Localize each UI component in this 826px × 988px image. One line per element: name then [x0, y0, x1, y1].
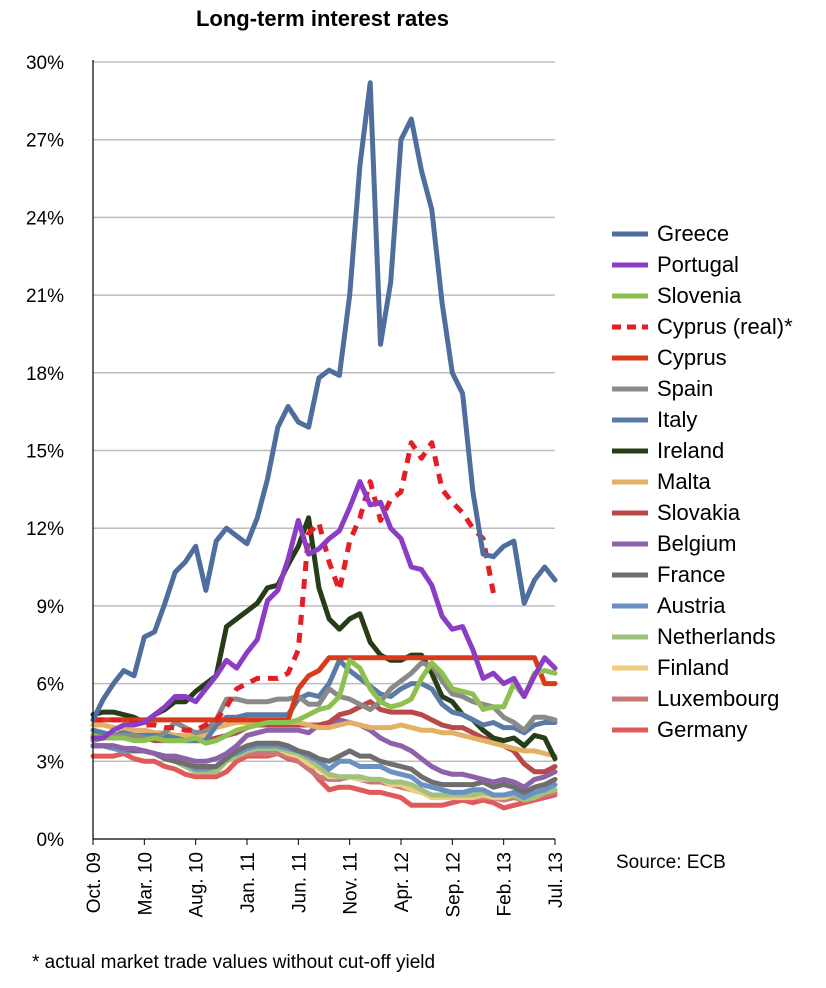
legend-label: Luxembourg: [657, 686, 780, 711]
legend-item: Austria: [610, 591, 820, 622]
y-axis-tick-labels: 0% 3% 6% 9% 12% 15% 18% 21% 24% 27% 30%: [26, 53, 64, 851]
legend-swatch: [612, 386, 648, 392]
series-line-france: [90, 740, 558, 795]
legend-label: Slovenia: [657, 283, 742, 308]
y-tick-label: 27%: [26, 131, 64, 152]
legend-item: Finland: [610, 653, 820, 684]
legend-swatch: [612, 479, 648, 485]
legend-label: Netherlands: [657, 624, 776, 649]
y-tick-label: 15%: [26, 442, 64, 463]
footnote: * actual market trade values without cut…: [32, 952, 436, 973]
y-tick-label: 18%: [26, 364, 64, 385]
legend-item: Slovakia: [610, 498, 820, 529]
legend-item: Netherlands: [610, 622, 820, 653]
legend-item: Greece: [610, 219, 820, 250]
y-tick-label: 30%: [26, 53, 64, 74]
legend-swatch: [612, 231, 648, 237]
legend-item: Ireland: [610, 436, 820, 467]
x-tick-label: Sep. 12: [443, 852, 464, 918]
legend-swatch: [612, 324, 648, 330]
series-line-portugal: [90, 479, 558, 741]
legend-item: Spain: [610, 374, 820, 405]
legend-label: Cyprus: [657, 345, 727, 370]
legend-item: France: [610, 560, 820, 591]
source-note: Source: ECB: [616, 852, 726, 873]
y-tick-label: 0%: [37, 830, 65, 851]
legend-item: Italy: [610, 405, 820, 436]
legend-item: Portugal: [610, 250, 820, 281]
legend-swatch: [612, 541, 648, 547]
y-tick-label: 12%: [26, 519, 64, 540]
legend-swatch: [612, 417, 648, 423]
legend-label: Slovakia: [657, 500, 741, 525]
legend-item: Slovenia: [610, 281, 820, 312]
x-tick-label: Oct. 09: [84, 852, 105, 913]
legend-item: Cyprus (real)*: [610, 312, 820, 343]
legend-label: Finland: [657, 655, 730, 680]
legend-swatch: [612, 634, 648, 640]
legend-swatch: [612, 262, 648, 268]
legend-label: Germany: [657, 717, 748, 742]
y-tick-label: 3%: [37, 752, 65, 773]
legend-item: Luxembourg: [610, 684, 820, 715]
legend-label: Ireland: [657, 438, 725, 463]
chart-title: Long-term interest rates: [195, 6, 450, 31]
x-axis-tick-labels: Oct. 09 Mar. 10 Aug. 10 Jan. 11 Jun. 11 Nov. …: [84, 852, 567, 918]
legend-item: Germany: [610, 715, 820, 746]
y-tick-label: 9%: [37, 597, 65, 618]
legend-label: France: [657, 562, 726, 587]
legend-label: Cyprus (real)*: [657, 314, 793, 339]
x-tick-label: Jun. 11: [289, 852, 310, 913]
legend-label: Spain: [657, 376, 714, 401]
legend-swatch: [612, 727, 648, 733]
x-tick-label: Nov. 11: [341, 852, 362, 915]
y-tick-label: 6%: [37, 675, 65, 696]
legend-item: Belgium: [610, 529, 820, 560]
legend-swatch: [612, 510, 648, 516]
legend: Greece Portugal Slovenia Cyprus (real)* Cypr…: [610, 219, 820, 746]
series-line-greece: [90, 80, 558, 723]
legend-swatch: [612, 572, 648, 578]
legend-label: Italy: [657, 407, 698, 432]
legend-label: Austria: [657, 593, 726, 618]
series-line-germany: [90, 751, 558, 811]
legend-label: Malta: [657, 469, 711, 494]
x-tick-label: Apr. 12: [392, 852, 413, 912]
x-tick-label: Jul. 13: [546, 852, 567, 908]
legend-swatch: [612, 665, 648, 671]
y-tick-label: 21%: [26, 286, 64, 307]
axes: [92, 60, 556, 845]
legend-swatch: [612, 355, 648, 361]
legend-label: Belgium: [657, 531, 737, 556]
legend-swatch: [612, 696, 648, 702]
legend-swatch: [612, 448, 648, 454]
legend-swatch: [612, 603, 648, 609]
legend-label: Portugal: [657, 252, 739, 277]
legend-item: Cyprus: [610, 343, 820, 374]
legend-label: Greece: [657, 221, 730, 246]
series-lines: [90, 80, 558, 811]
series-line-italy: [90, 657, 558, 744]
x-tick-label: Jan. 11: [238, 852, 259, 913]
series-line-malta: [90, 720, 558, 759]
legend-item: Malta: [610, 467, 820, 498]
y-tick-label: 24%: [26, 208, 64, 229]
series-line-slovenia: [90, 657, 558, 746]
x-tick-label: Aug. 10: [187, 852, 208, 918]
x-tick-label: Feb. 13: [495, 852, 516, 916]
x-tick-label: Mar. 10: [135, 852, 156, 915]
legend-swatch: [612, 293, 648, 299]
